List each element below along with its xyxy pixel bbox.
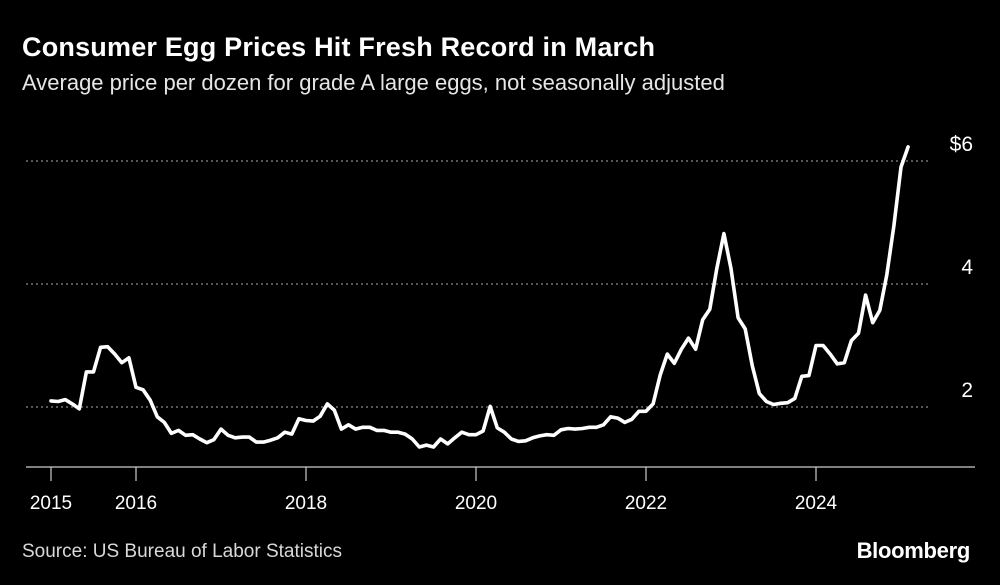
x-axis bbox=[26, 466, 975, 481]
y-tick-label-6: $6 bbox=[950, 133, 973, 156]
source-note: Source: US Bureau of Labor Statistics bbox=[22, 541, 342, 562]
series-layer bbox=[49, 145, 910, 449]
x-tick-label-2018: 2018 bbox=[285, 493, 327, 514]
chart-title: Consumer Egg Prices Hit Fresh Record in … bbox=[22, 32, 656, 62]
bloomberg-logo: Bloomberg bbox=[856, 538, 971, 563]
x-tick-label-2015: 2015 bbox=[30, 493, 72, 514]
y-tick-label-4: 4 bbox=[961, 256, 973, 279]
x-tick-label-2024: 2024 bbox=[795, 493, 838, 514]
series-line-0 bbox=[49, 145, 910, 449]
x-tick-label-2022: 2022 bbox=[625, 493, 667, 514]
grid-lines bbox=[26, 160, 930, 408]
y-axis-labels: 2 4 $6 bbox=[950, 133, 974, 402]
chart-subtitle: Average price per dozen for grade A larg… bbox=[22, 70, 725, 95]
x-tick-label-2016: 2016 bbox=[115, 493, 157, 514]
x-axis-labels: 2015 2016 2018 2020 2022 2024 bbox=[30, 493, 838, 514]
x-tick-label-2020: 2020 bbox=[455, 493, 497, 514]
y-tick-label-2: 2 bbox=[961, 379, 973, 402]
